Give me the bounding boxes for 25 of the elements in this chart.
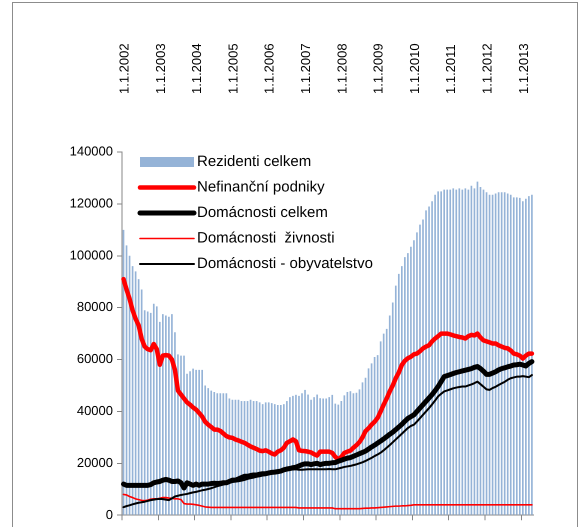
x-tick-label: 1.1.2002 [116, 43, 132, 94]
y-tick-label: 140000 [70, 144, 113, 159]
x-tick-label: 1.1.2007 [298, 43, 313, 94]
x-tick-label: 1.1.2011 [443, 44, 458, 94]
x-tick-label: 1.1.2010 [406, 43, 422, 94]
x-tick-label: 1.1.2003 [152, 43, 168, 94]
legend-label: Rezidenti celkem [197, 153, 312, 170]
x-tick-label: 1.1.2004 [189, 43, 204, 94]
y-tick-label: 0 [106, 506, 113, 522]
x-tick-label: 1.1.2008 [334, 43, 350, 94]
x-tick-label: 1.1.2009 [370, 43, 386, 94]
x-tick-label: 1.1.2013 [516, 43, 531, 94]
x-tick-label: 1.1.2005 [225, 43, 240, 94]
y-tick-label: 80000 [76, 299, 113, 314]
x-tick-label: 1.1.2006 [262, 43, 277, 94]
y-tick-label: 20000 [76, 454, 113, 470]
y-tick-label: 120000 [70, 195, 113, 210]
x-tick-label: 1.1.2012 [480, 43, 495, 94]
y-tick-label: 100000 [70, 247, 113, 262]
y-tick-label: 40000 [76, 403, 113, 418]
legend-label: Domácnosti živnosti [197, 230, 335, 247]
legend-label: Nefinanční podniky [197, 178, 326, 196]
legend-label: Domácnosti - obyvatelstvo [197, 255, 373, 272]
y-tick-label: 60000 [76, 351, 113, 366]
legend-label: Domácnosti celkem [197, 204, 328, 222]
